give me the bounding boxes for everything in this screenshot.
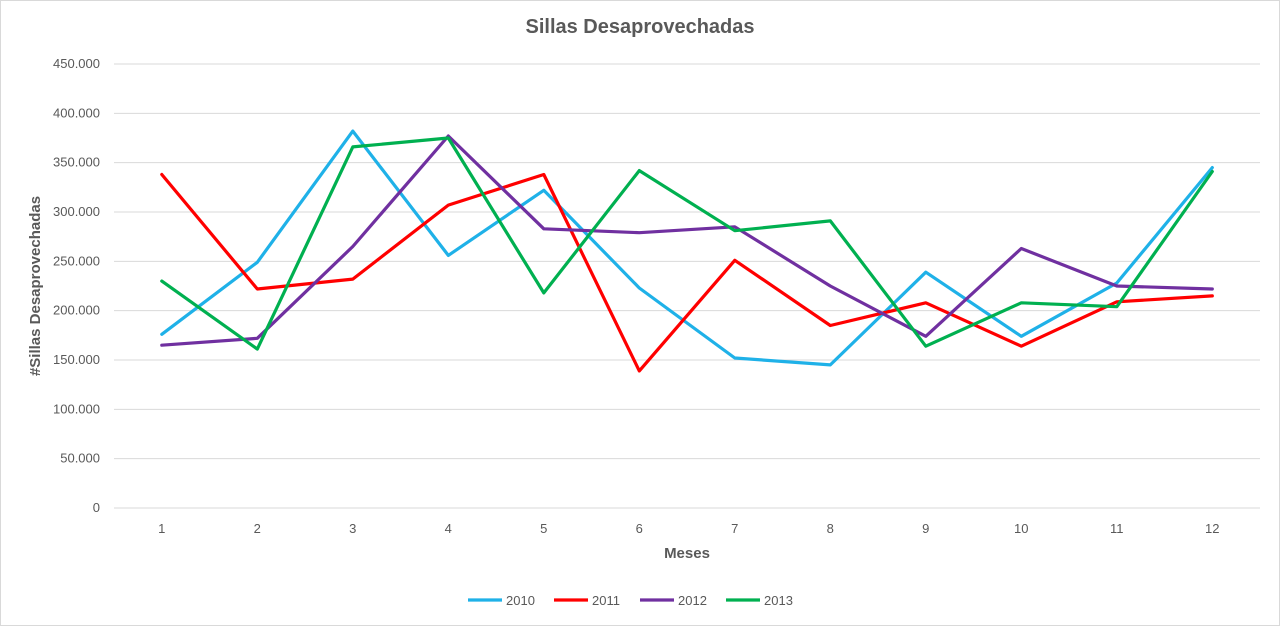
y-tick-label: 150.000	[53, 352, 100, 367]
x-tick-label: 2	[254, 521, 261, 536]
legend: 2010 2011 2012 2013	[468, 593, 793, 608]
x-axis-ticks: 1 2 3 4 5 6 7 8 9 10 11 12	[158, 521, 1219, 536]
x-tick-label: 5	[540, 521, 547, 536]
y-tick-label: 50.000	[60, 451, 100, 466]
x-tick-label: 6	[636, 521, 643, 536]
y-tick-label: 450.000	[53, 56, 100, 71]
legend-label: 2013	[764, 593, 793, 608]
legend-label: 2011	[592, 593, 620, 608]
y-tick-label: 0	[93, 500, 100, 515]
x-tick-label: 7	[731, 521, 738, 536]
y-tick-label: 250.000	[53, 253, 100, 268]
x-tick-label: 4	[445, 521, 452, 536]
x-tick-label: 1	[158, 521, 165, 536]
series-lines	[160, 129, 1214, 373]
legend-item-2010: 2010	[468, 593, 535, 608]
x-tick-label: 3	[349, 521, 356, 536]
legend-item-2012: 2012	[640, 593, 707, 608]
legend-label: 2010	[506, 593, 535, 608]
y-axis-title: #Sillas Desaprovechadas	[27, 196, 44, 376]
x-tick-label: 10	[1014, 521, 1028, 536]
chart-title: Sillas Desaprovechadas	[525, 16, 755, 38]
series-line-2012	[160, 134, 1214, 347]
gridlines	[114, 63, 1260, 509]
x-tick-label: 11	[1110, 521, 1124, 536]
series-line-2011	[160, 172, 1214, 373]
y-tick-label: 200.000	[53, 303, 100, 318]
y-axis-ticks: 0 50.000 100.000 150.000 200.000 250.000 300.0…	[53, 56, 100, 515]
y-tick-label: 400.000	[53, 105, 100, 120]
y-tick-label: 100.000	[53, 401, 100, 416]
legend-label: 2012	[678, 593, 707, 608]
legend-item-2011: 2011	[554, 593, 620, 608]
y-tick-label: 300.000	[53, 204, 100, 219]
y-tick-label: 350.000	[53, 155, 100, 170]
x-tick-label: 8	[827, 521, 834, 536]
series-line-2013	[160, 136, 1214, 351]
series-line-2010	[160, 129, 1214, 367]
x-tick-label: 12	[1205, 521, 1219, 536]
x-tick-label: 9	[922, 521, 929, 536]
x-axis-title: Meses	[664, 545, 710, 562]
legend-item-2013: 2013	[726, 593, 793, 608]
